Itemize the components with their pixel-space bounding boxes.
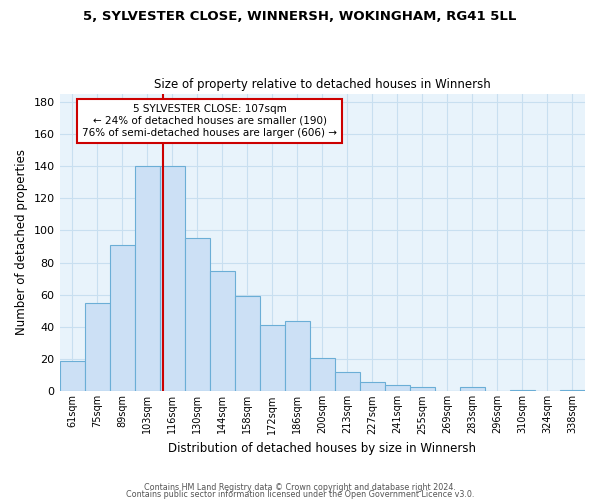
Bar — [510, 390, 535, 392]
Bar — [460, 386, 485, 392]
Text: 5, SYLVESTER CLOSE, WINNERSH, WOKINGHAM, RG41 5LL: 5, SYLVESTER CLOSE, WINNERSH, WOKINGHAM,… — [83, 10, 517, 23]
Bar — [310, 358, 335, 392]
Title: Size of property relative to detached houses in Winnersh: Size of property relative to detached ho… — [154, 78, 491, 91]
Bar — [410, 386, 435, 392]
Bar — [360, 382, 385, 392]
Bar — [560, 390, 585, 392]
Bar — [160, 166, 185, 392]
Text: Contains public sector information licensed under the Open Government Licence v3: Contains public sector information licen… — [126, 490, 474, 499]
Bar — [85, 303, 110, 392]
Bar — [285, 320, 310, 392]
Bar — [385, 385, 410, 392]
Y-axis label: Number of detached properties: Number of detached properties — [15, 150, 28, 336]
Bar — [110, 245, 134, 392]
Bar — [134, 166, 160, 392]
Text: 5 SYLVESTER CLOSE: 107sqm
← 24% of detached houses are smaller (190)
76% of semi: 5 SYLVESTER CLOSE: 107sqm ← 24% of detac… — [82, 104, 337, 138]
Bar — [185, 238, 209, 392]
Text: Contains HM Land Registry data © Crown copyright and database right 2024.: Contains HM Land Registry data © Crown c… — [144, 484, 456, 492]
X-axis label: Distribution of detached houses by size in Winnersh: Distribution of detached houses by size … — [168, 442, 476, 455]
Bar — [235, 296, 260, 392]
Bar — [335, 372, 360, 392]
Bar — [260, 326, 285, 392]
Bar — [209, 270, 235, 392]
Bar — [59, 361, 85, 392]
